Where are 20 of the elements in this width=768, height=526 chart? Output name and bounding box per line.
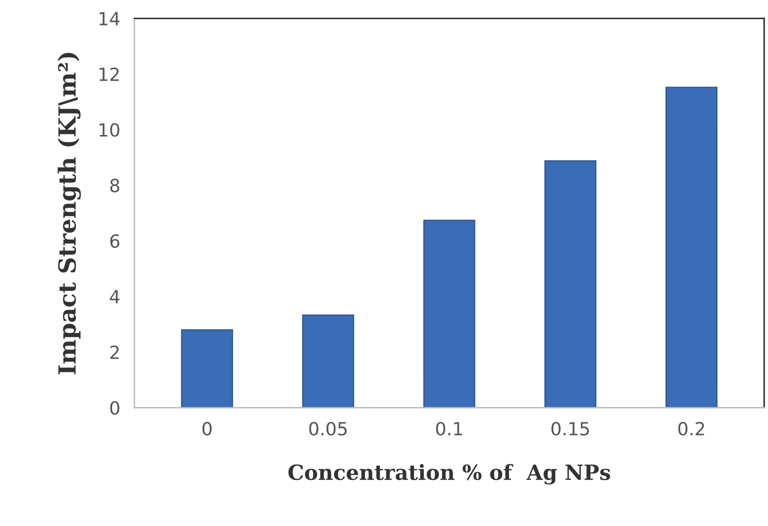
x-tick-label: 0.2 — [678, 422, 704, 436]
y-tick-label: 2 — [110, 346, 119, 359]
y-tick-label: 4 — [110, 290, 120, 304]
y-tick-label: 6 — [110, 234, 120, 248]
bar — [181, 329, 234, 408]
bar — [423, 220, 476, 408]
y-tick-label: 8 — [110, 178, 120, 192]
bar — [666, 86, 718, 408]
bar — [544, 160, 596, 408]
y-axis-title: Impact Strength (KJ\m²) — [58, 52, 81, 374]
y-tick-label: 14 — [100, 12, 120, 26]
x-tick-label: 0 — [202, 422, 212, 436]
x-tick-label: 0.15 — [551, 422, 589, 436]
y-tick-label: 0 — [110, 401, 120, 415]
x-axis-title: Concentration % of Ag NPs — [288, 464, 610, 484]
x-tick-label: 0.05 — [309, 422, 347, 436]
y-tick-label: 10 — [100, 123, 120, 137]
x-tick-label: 0.1 — [436, 422, 462, 436]
y-tick-label: 12 — [100, 67, 119, 81]
bar — [302, 314, 354, 408]
